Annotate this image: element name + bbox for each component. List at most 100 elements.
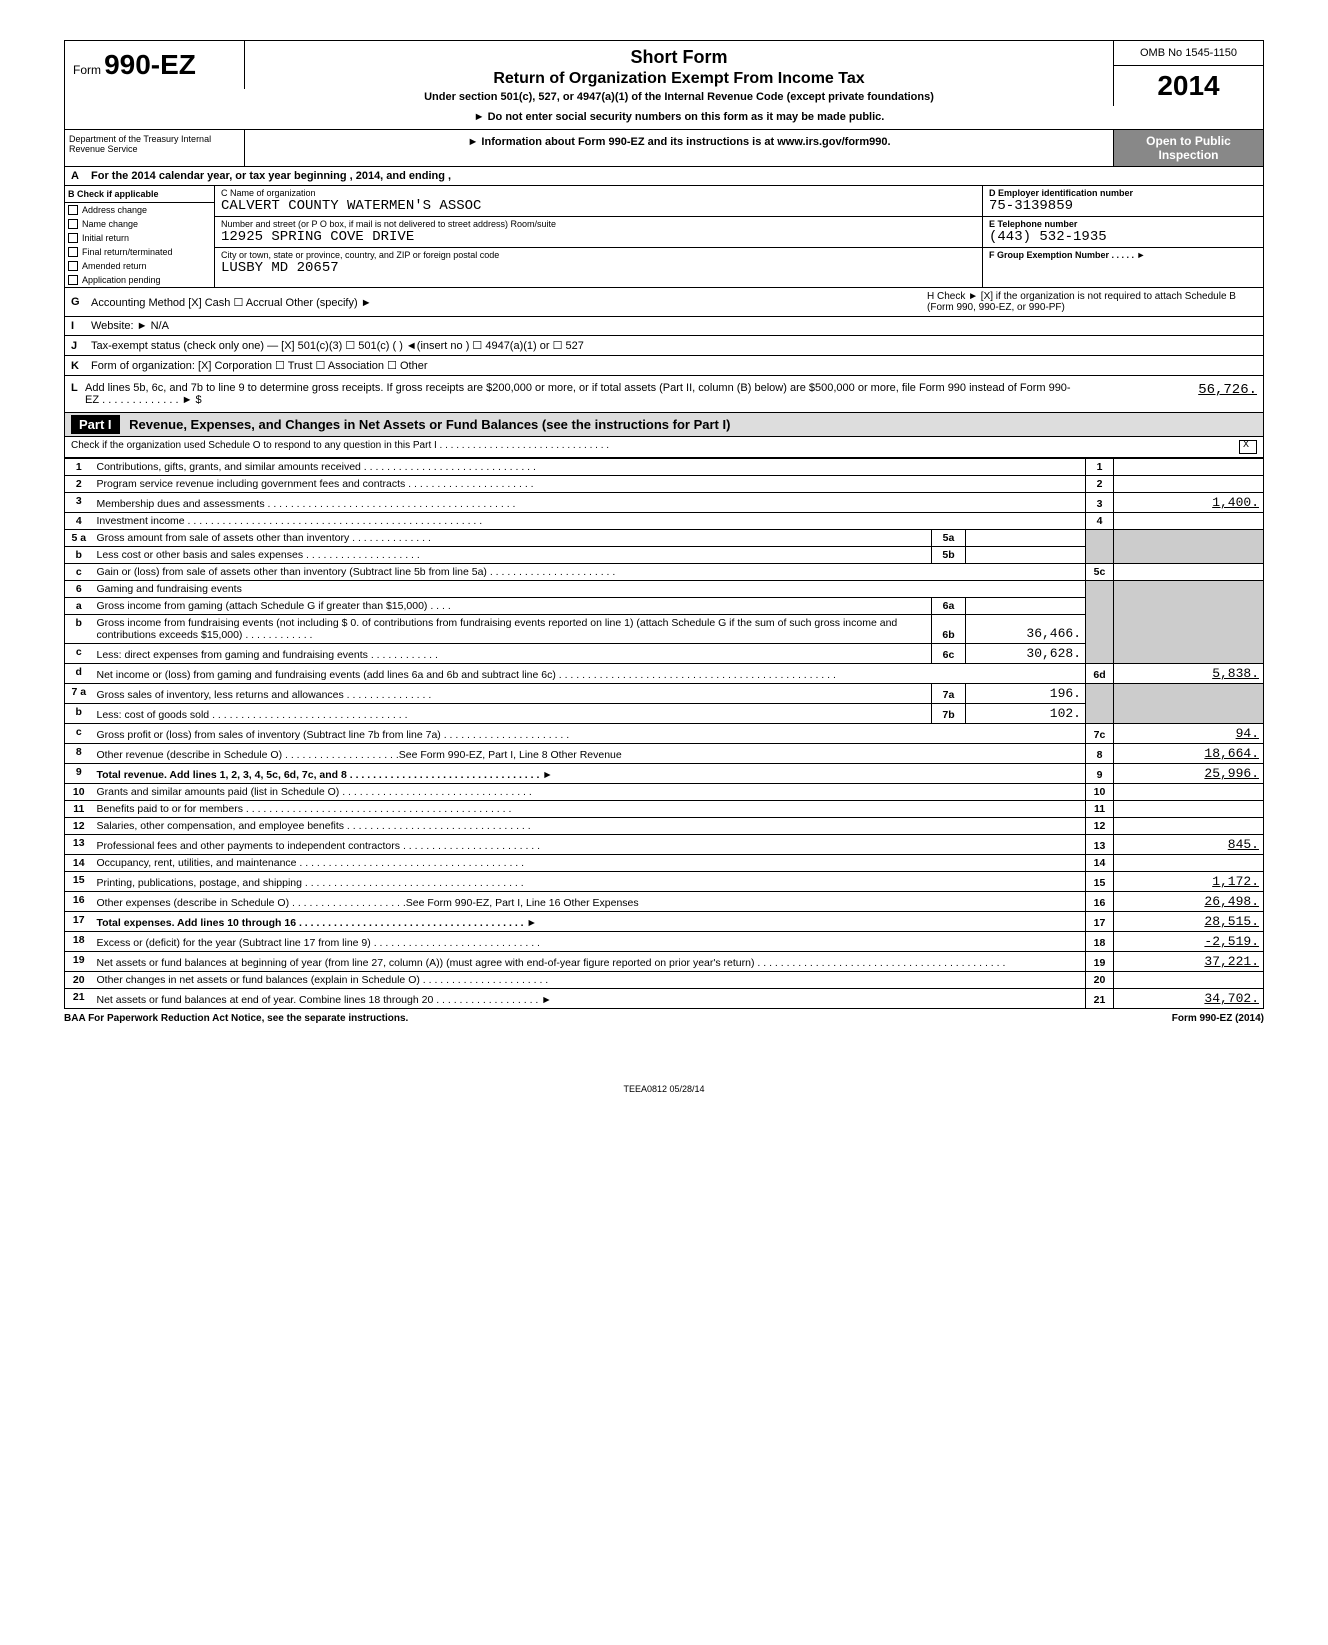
- chk-name-change[interactable]: Name change: [65, 217, 214, 231]
- line-5c-amt: [1114, 564, 1264, 581]
- line-7b-amt: 102.: [966, 704, 1086, 724]
- line-12-amt: [1114, 818, 1264, 835]
- omb-number: OMB No 1545-1150: [1114, 41, 1263, 66]
- chk-address-change[interactable]: Address change: [65, 203, 214, 217]
- part-i-label: Part I: [71, 415, 120, 434]
- line-17-amt: 28,515.: [1114, 912, 1264, 932]
- chk-final-return[interactable]: Final return/terminated: [65, 245, 214, 259]
- line-6b-amt: 36,466.: [966, 615, 1086, 644]
- phone-label: E Telephone number: [989, 219, 1257, 229]
- line-6b-desc: Gross income from fundraising events (no…: [93, 615, 932, 644]
- schedule-o-checkbox[interactable]: [1239, 440, 1257, 454]
- line-2-desc: Program service revenue including govern…: [93, 476, 1086, 493]
- short-form-title: Short Form: [255, 47, 1103, 68]
- street-label: Number and street (or P O box, if mail i…: [221, 219, 976, 229]
- line-a-tax-year: A For the 2014 calendar year, or tax yea…: [64, 167, 1264, 186]
- lines-table: 1Contributions, gifts, grants, and simil…: [64, 458, 1264, 1009]
- info-url: ► Information about Form 990-EZ and its …: [245, 130, 1113, 166]
- chk-initial-return[interactable]: Initial return: [65, 231, 214, 245]
- line-4-amt: [1114, 513, 1264, 530]
- form-number-block: Form 990-EZ: [65, 41, 245, 89]
- line-20-amt: [1114, 972, 1264, 989]
- line-k-form-org: K Form of organization: [X] Corporation …: [64, 356, 1264, 376]
- line-7c-amt: 94.: [1114, 724, 1264, 744]
- line-9-amt: 25,996.: [1114, 764, 1264, 784]
- street-address: 12925 SPRING COVE DRIVE: [221, 229, 976, 245]
- line-13-amt: 845.: [1114, 835, 1264, 855]
- paperwork-notice: BAA For Paperwork Reduction Act Notice, …: [64, 1013, 408, 1024]
- dept-row: Department of the Treasury Internal Reve…: [64, 130, 1264, 167]
- open-to-public: Open to Public Inspection: [1113, 130, 1263, 166]
- line-3-desc: Membership dues and assessments . . . . …: [93, 493, 1086, 513]
- line-a-text: For the 2014 calendar year, or tax year …: [91, 170, 451, 182]
- line-l-text: Add lines 5b, 6c, and 7b to line 9 to de…: [85, 382, 1077, 406]
- schedule-o-check-row: Check if the organization used Schedule …: [64, 437, 1264, 458]
- org-name: CALVERT COUNTY WATERMEN'S ASSOC: [221, 198, 976, 214]
- line-19-desc: Net assets or fund balances at beginning…: [93, 952, 1086, 972]
- line-3-amt: 1,400.: [1114, 493, 1264, 513]
- line-j-tax-status: J Tax-exempt status (check only one) — […: [64, 336, 1264, 356]
- line-l-gross-receipts: L Add lines 5b, 6c, and 7b to line 9 to …: [64, 376, 1264, 413]
- line-1-desc: Contributions, gifts, grants, and simila…: [93, 459, 1086, 476]
- column-def: D Employer identification number 75-3139…: [983, 186, 1263, 287]
- form-number-footer: Form 990-EZ (2014): [1172, 1013, 1264, 1024]
- line-7a-desc: Gross sales of inventory, less returns a…: [93, 684, 932, 704]
- ssn-warning: ► Do not enter social security numbers o…: [255, 111, 1103, 123]
- form-990ez-page: Form 990-EZ Short Form Return of Organiz…: [64, 40, 1264, 1094]
- chk-application-pending[interactable]: Application pending: [65, 273, 214, 287]
- city-state-zip: LUSBY MD 20657: [221, 260, 976, 276]
- part-i-header: Part I Revenue, Expenses, and Changes in…: [64, 413, 1264, 437]
- line-12-desc: Salaries, other compensation, and employ…: [93, 818, 1086, 835]
- entity-block: B Check if applicable Address change Nam…: [64, 186, 1264, 288]
- part-i-body: 1Contributions, gifts, grants, and simil…: [64, 458, 1264, 1009]
- form-number: 990-EZ: [104, 49, 196, 80]
- column-b-checkboxes: B Check if applicable Address change Nam…: [65, 186, 215, 287]
- line-6c-desc: Less: direct expenses from gaming and fu…: [93, 644, 932, 664]
- column-c-org-info: C Name of organization CALVERT COUNTY WA…: [215, 186, 983, 287]
- group-exemption-label: F Group Exemption Number . . . . . ►: [989, 250, 1257, 260]
- line-14-amt: [1114, 855, 1264, 872]
- line-6a-amt: [966, 598, 1086, 615]
- line-6a-desc: Gross income from gaming (attach Schedul…: [93, 598, 932, 615]
- line-1-amt: [1114, 459, 1264, 476]
- line-13-desc: Professional fees and other payments to …: [93, 835, 1086, 855]
- line-10-amt: [1114, 784, 1264, 801]
- tax-exempt-status: Tax-exempt status (check only one) — [X]…: [91, 339, 584, 352]
- line-7a-amt: 196.: [966, 684, 1086, 704]
- line-17-desc: Total expenses. Add lines 10 through 16 …: [93, 912, 1086, 932]
- org-name-label: C Name of organization: [221, 188, 976, 198]
- check-applicable: Check if applicable: [77, 189, 159, 199]
- line-6-desc: Gaming and fundraising events: [93, 581, 1086, 598]
- line-7b-desc: Less: cost of goods sold . . . . . . . .…: [93, 704, 932, 724]
- schedule-o-text: Check if the organization used Schedule …: [71, 440, 609, 454]
- line-g-accounting: G Accounting Method [X] Cash ☐ Accrual O…: [64, 288, 1264, 317]
- line-5b-desc: Less cost or other basis and sales expen…: [93, 547, 932, 564]
- footer-row: BAA For Paperwork Reduction Act Notice, …: [64, 1009, 1264, 1024]
- part-i-title: Revenue, Expenses, and Changes in Net As…: [129, 417, 730, 432]
- line-11-amt: [1114, 801, 1264, 818]
- omb-year-block: OMB No 1545-1150 2014: [1113, 41, 1263, 106]
- line-15-amt: 1,172.: [1114, 872, 1264, 892]
- under-section: Under section 501(c), 527, or 4947(a)(1)…: [255, 91, 1103, 103]
- schedule-b-check: H Check ► [X] if the organization is not…: [927, 291, 1257, 313]
- chk-amended-return[interactable]: Amended return: [65, 259, 214, 273]
- line-6c-amt: 30,628.: [966, 644, 1086, 664]
- line-l-amount: 56,726.: [1077, 382, 1257, 406]
- accounting-method: Accounting Method [X] Cash ☐ Accrual Oth…: [91, 296, 921, 309]
- line-5b-amt: [966, 547, 1086, 564]
- form-header: Form 990-EZ Short Form Return of Organiz…: [64, 40, 1264, 130]
- line-2-amt: [1114, 476, 1264, 493]
- line-5a-amt: [966, 530, 1086, 547]
- line-5c-desc: Gain or (loss) from sale of assets other…: [93, 564, 1086, 581]
- line-20-desc: Other changes in net assets or fund bala…: [93, 972, 1086, 989]
- ein-value: 75-3139859: [989, 198, 1257, 214]
- line-14-desc: Occupancy, rent, utilities, and maintena…: [93, 855, 1086, 872]
- line-15-desc: Printing, publications, postage, and shi…: [93, 872, 1086, 892]
- line-21-desc: Net assets or fund balances at end of ye…: [93, 989, 1086, 1009]
- line-6d-amt: 5,838.: [1114, 664, 1264, 684]
- website: Website: ► N/A: [91, 320, 169, 332]
- line-8-amt: 18,664.: [1114, 744, 1264, 764]
- line-10-desc: Grants and similar amounts paid (list in…: [93, 784, 1086, 801]
- city-label: City or town, state or province, country…: [221, 250, 976, 260]
- line-16-desc: Other expenses (describe in Schedule O) …: [93, 892, 1086, 912]
